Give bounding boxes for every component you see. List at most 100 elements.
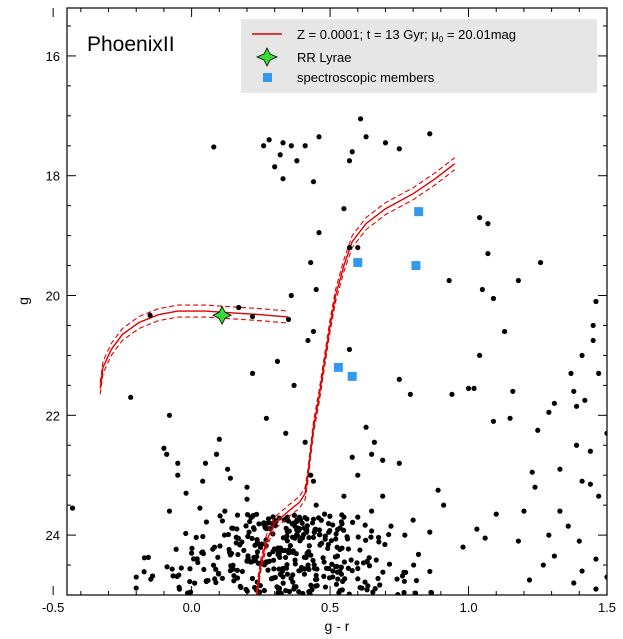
star-point: [471, 385, 477, 391]
star-point: [145, 554, 151, 560]
star-point: [415, 551, 422, 557]
star-point: [161, 445, 167, 451]
star-point: [402, 532, 408, 538]
star-point: [346, 346, 353, 353]
star-point: [266, 137, 272, 143]
star-point: [176, 584, 182, 590]
star-point: [540, 562, 546, 568]
star-point: [375, 575, 381, 582]
star-point: [305, 337, 311, 344]
star-point: [485, 221, 491, 227]
star-point: [377, 582, 383, 588]
star-point: [320, 555, 326, 561]
star-point: [587, 448, 593, 454]
isochrone-upper-bound: [255, 157, 456, 595]
star-point: [532, 484, 538, 490]
x-tick-label: 0.0: [183, 600, 201, 615]
star-point: [369, 528, 375, 534]
star-point: [363, 134, 369, 140]
star-point: [573, 403, 580, 409]
rr-lyrae-marker: [212, 305, 232, 326]
star-point: [266, 558, 272, 564]
isochrone-line: [99, 310, 289, 389]
star-point: [322, 533, 328, 539]
star-point: [275, 590, 281, 595]
star-point: [261, 143, 267, 149]
star-point: [243, 586, 249, 593]
star-point: [285, 316, 292, 323]
star-point: [465, 385, 472, 391]
star-point: [304, 523, 310, 529]
star-point: [306, 543, 312, 549]
star-point: [579, 478, 585, 484]
star-point: [282, 554, 289, 561]
star-point: [355, 565, 361, 572]
star-point: [290, 572, 296, 578]
star-point: [192, 580, 198, 586]
x-tick-label: 1.5: [598, 600, 616, 615]
y-tick-label: 22: [46, 408, 60, 423]
star-point: [301, 554, 307, 560]
star-point: [325, 541, 331, 548]
star-point: [310, 478, 317, 484]
star-point: [216, 436, 222, 442]
star-point: [249, 370, 256, 376]
star-point: [304, 516, 310, 522]
star-point: [230, 562, 236, 568]
star-point: [200, 478, 206, 484]
star-point: [290, 579, 296, 585]
star-point: [283, 525, 289, 531]
star-point: [248, 514, 254, 521]
star-point: [310, 328, 317, 335]
star-point: [371, 439, 377, 445]
star-point: [69, 505, 76, 511]
star-point: [593, 556, 599, 562]
star-point: [327, 513, 333, 519]
star-point: [236, 304, 242, 311]
star-point: [189, 545, 195, 551]
star-point: [490, 295, 497, 302]
star-point: [401, 569, 407, 575]
star-point: [321, 573, 327, 579]
star-point: [250, 525, 257, 531]
star-point: [200, 533, 206, 540]
star-point: [477, 352, 483, 359]
star-point: [345, 565, 351, 571]
star-point: [164, 451, 170, 457]
y-axis-title: g: [15, 297, 31, 305]
star-point: [210, 546, 216, 552]
star-point: [330, 568, 336, 574]
star-point: [274, 358, 281, 364]
legend-rr-lyrae-marker: [255, 47, 279, 67]
star-point: [133, 574, 139, 580]
star-point: [365, 583, 371, 589]
spectroscopic-member-marker: [414, 207, 424, 217]
star-point: [217, 513, 223, 519]
star-point: [289, 534, 296, 540]
star-point: [302, 566, 308, 572]
star-point: [493, 511, 499, 517]
star-point: [299, 535, 306, 541]
star-point: [193, 534, 199, 540]
star-point: [270, 557, 277, 563]
star-point: [294, 517, 300, 523]
star-point: [308, 472, 314, 478]
isochrone-lower-bound: [99, 316, 289, 395]
star-point: [338, 565, 344, 571]
star-point: [291, 382, 297, 388]
star-point: [428, 589, 434, 595]
star-point: [322, 584, 329, 590]
star-point: [221, 532, 228, 538]
star-point: [212, 576, 218, 582]
star-point: [319, 540, 325, 546]
star-point: [141, 569, 147, 575]
star-point: [217, 543, 223, 549]
star-point: [326, 565, 332, 572]
star-point: [187, 578, 193, 585]
star-point: [173, 546, 179, 552]
star-point: [296, 589, 302, 595]
star-point: [229, 525, 235, 531]
star-point: [427, 568, 433, 575]
star-point: [407, 391, 413, 397]
star-point: [308, 552, 314, 558]
